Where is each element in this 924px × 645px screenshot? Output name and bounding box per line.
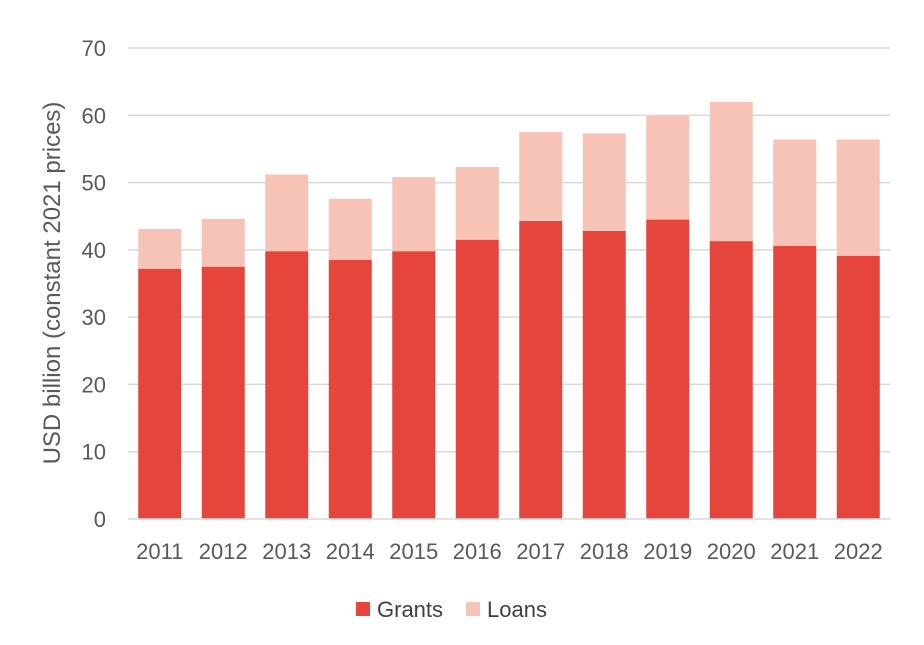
y-tick-label: 30: [82, 305, 106, 330]
x-tick-label: 2017: [516, 539, 565, 564]
bar-grants-2011: [138, 268, 182, 519]
bar-loans-2011: [138, 229, 182, 269]
x-tick-label: 2013: [262, 539, 311, 564]
bar-loans-2017: [519, 132, 563, 221]
x-tick-label: 2020: [707, 539, 756, 564]
y-axis-title: USD billion (constant 2021 prices): [39, 102, 66, 465]
x-tick-label: 2015: [389, 539, 438, 564]
legend-label-grants: Grants: [377, 597, 443, 622]
bar-loans-2020: [709, 101, 753, 242]
bars: [138, 101, 880, 520]
y-tick-label: 20: [82, 372, 106, 397]
bar-grants-2018: [582, 231, 626, 519]
bar-grants-2015: [392, 251, 436, 519]
x-axis-tick-labels: 2011 2012 2013 2014 2015 2016 2017 2018 2019 2020…: [136, 539, 883, 564]
x-tick-label: 2022: [834, 539, 883, 564]
x-tick-label: 2011: [136, 539, 183, 564]
bar-loans-2022: [836, 139, 880, 256]
x-tick-label: 2018: [580, 539, 629, 564]
bar-loans-2015: [392, 177, 436, 252]
bar-grants-2022: [836, 255, 880, 519]
y-tick-label: 40: [82, 238, 106, 263]
bar-grants-2016: [455, 239, 499, 519]
bar-grants-2014: [328, 259, 372, 519]
bar-loans-2016: [455, 167, 499, 240]
bar-grants-2013: [265, 251, 309, 519]
y-tick-label: 10: [82, 440, 106, 465]
gridlines: [128, 47, 890, 453]
legend-swatch-loans: [466, 602, 480, 616]
x-tick-label: 2014: [326, 539, 375, 564]
x-tick-label: 2021: [770, 539, 819, 564]
y-tick-label: 0: [94, 507, 106, 532]
bar-loans-2012: [201, 218, 245, 267]
x-tick-label: 2016: [453, 539, 502, 564]
y-axis-tick-labels: 0 10 20 30 40 50 60 70: [82, 36, 106, 532]
x-tick-label: 2019: [643, 539, 692, 564]
legend-swatch-grants: [356, 602, 370, 616]
bar-loans-2018: [582, 133, 626, 232]
bar-loans-2014: [328, 198, 372, 260]
bar-grants-2021: [773, 245, 817, 519]
y-tick-label: 50: [82, 171, 106, 196]
bar-grants-2017: [519, 220, 563, 520]
y-tick-label: 60: [82, 103, 106, 128]
bar-grants-2020: [709, 241, 753, 520]
y-tick-label: 70: [82, 36, 106, 61]
bar-loans-2013: [265, 174, 309, 252]
legend: Grants Loans: [356, 597, 547, 622]
bar-loans-2021: [773, 139, 817, 246]
bar-grants-2019: [646, 219, 690, 519]
bar-loans-2019: [646, 115, 690, 220]
legend-label-loans: Loans: [487, 597, 547, 622]
x-tick-label: 2012: [199, 539, 248, 564]
bar-grants-2012: [201, 266, 245, 519]
